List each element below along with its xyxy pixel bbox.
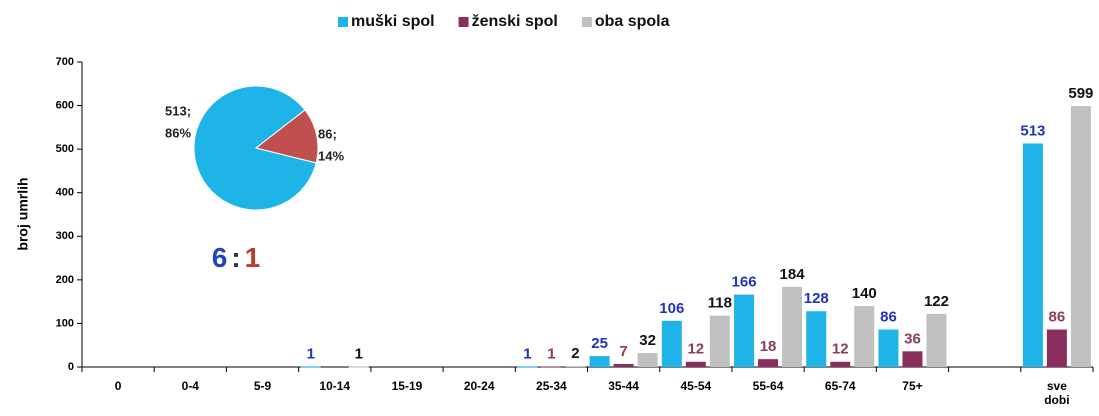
bar	[902, 351, 923, 367]
data-label: 184	[780, 266, 806, 283]
x-tick-label: 25-34	[536, 379, 567, 393]
pie-percent-label: 14%	[318, 148, 344, 163]
legend-swatch	[581, 17, 592, 27]
pie-slice	[193, 85, 317, 211]
data-label: 12	[832, 341, 849, 358]
y-tick-label: 300	[56, 230, 74, 242]
bar	[637, 353, 658, 367]
bar	[782, 286, 803, 367]
legend-swatch	[338, 17, 348, 27]
legend-label: ženski spol	[472, 13, 558, 30]
data-label: 36	[904, 330, 921, 347]
x-tick-label: 15-19	[392, 379, 423, 393]
y-tick-label: 400	[56, 187, 74, 199]
bar	[758, 359, 779, 367]
pie-percent-label: 86%	[165, 125, 191, 140]
x-tick-label-line: sve	[1047, 379, 1067, 393]
data-label: 599	[1068, 85, 1093, 102]
bar	[541, 366, 562, 368]
y-tick-label: 700	[56, 56, 74, 68]
x-tick-label: sve dobi	[1044, 379, 1069, 407]
bar	[830, 361, 851, 367]
data-label: 1	[523, 346, 531, 363]
bar	[806, 311, 827, 367]
data-label: 122	[924, 293, 949, 310]
data-label: 166	[732, 274, 757, 291]
data-label: 128	[804, 290, 829, 307]
data-label: 86	[880, 308, 897, 325]
data-label: 106	[659, 300, 684, 317]
bar	[300, 366, 321, 368]
bar	[1046, 329, 1067, 367]
data-label: 12	[687, 341, 704, 358]
legend-label: muški spol	[351, 13, 435, 30]
x-tick-label: 0-4	[182, 379, 200, 393]
x-tick-label: 5-9	[254, 379, 272, 393]
ratio-annotation: 6:1	[212, 242, 260, 273]
data-label: 1	[547, 346, 555, 363]
x-tick-label: 35-44	[608, 379, 639, 393]
x-tick-label: 10-14	[319, 379, 350, 393]
bar	[613, 363, 634, 367]
ratio-part: 1	[245, 242, 261, 273]
data-label: 1	[307, 346, 315, 363]
x-tick-label: 0	[115, 379, 122, 393]
bar	[709, 315, 730, 367]
bar	[565, 366, 586, 368]
y-tick-label: 200	[56, 274, 74, 286]
legend-label: oba spola	[595, 13, 670, 30]
bar	[661, 320, 682, 367]
x-tick-label: 65-74	[825, 379, 856, 393]
y-tick-label: 600	[56, 99, 74, 111]
bar	[1070, 106, 1091, 367]
x-tick-label: 20-24	[464, 379, 495, 393]
x-tick-label: 75+	[902, 379, 922, 393]
x-tick-label: 55-64	[753, 379, 784, 393]
data-label: 140	[852, 285, 877, 302]
data-label: 32	[639, 332, 656, 349]
pie-value-label: 513;	[165, 103, 191, 118]
data-label: 118	[708, 295, 732, 312]
y-tick-label: 100	[56, 317, 74, 329]
bar	[878, 329, 899, 367]
bar	[854, 306, 875, 367]
y-tick-label: 500	[56, 143, 74, 155]
ratio-part: 6	[212, 242, 228, 273]
data-label: 2	[571, 345, 579, 362]
bar	[517, 366, 538, 368]
pie-value-label: 86;	[318, 126, 337, 141]
bar	[685, 361, 706, 367]
data-label: 25	[591, 335, 608, 352]
y-axis-label: broj umrlih	[15, 177, 31, 250]
data-label: 513	[1020, 122, 1045, 139]
data-label: 86	[1049, 308, 1066, 325]
data-label: 1	[355, 346, 363, 363]
bar	[734, 294, 755, 367]
pie-slice	[254, 109, 319, 164]
bar	[348, 366, 369, 368]
x-tick-label-line: dobi	[1044, 393, 1069, 407]
ratio-part: :	[231, 242, 240, 273]
x-tick-label: 45-54	[680, 379, 711, 393]
data-label: 7	[619, 343, 627, 360]
bar	[589, 356, 610, 367]
legend-swatch	[458, 17, 469, 27]
data-label: 18	[760, 338, 777, 355]
y-tick-label: 0	[68, 361, 74, 373]
bar	[926, 313, 947, 367]
bar	[1022, 143, 1043, 367]
